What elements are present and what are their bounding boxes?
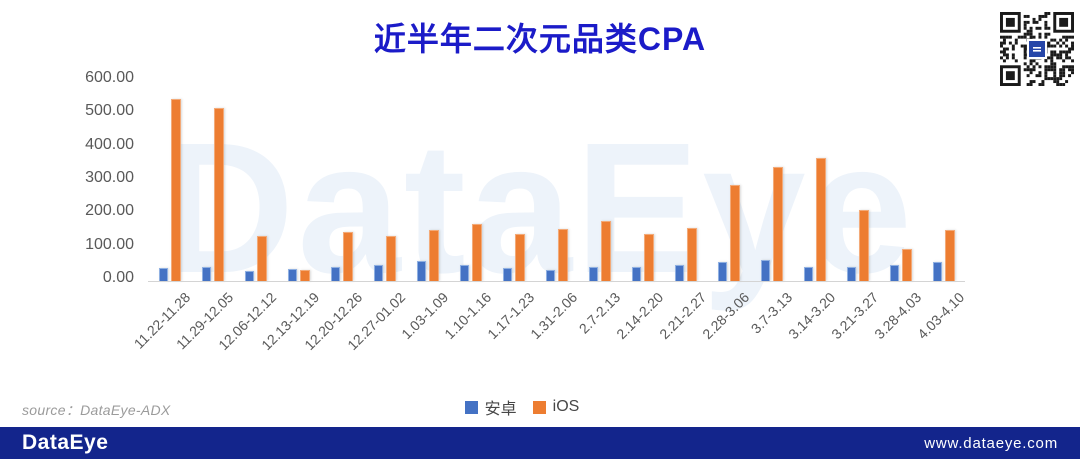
footer-url: www.dataeye.com: [924, 434, 1058, 452]
bar-group: [707, 81, 750, 281]
bar-安卓: [244, 270, 254, 281]
bar-group: [148, 81, 191, 281]
footer: DataEye www.dataeye.com: [0, 427, 1080, 459]
bar-iOS: [815, 158, 826, 281]
bar-安卓: [373, 265, 383, 281]
y-tick-label: 500.00: [85, 102, 134, 120]
legend-item-iOS: iOS: [532, 398, 580, 416]
bar-group: [621, 81, 664, 281]
legend-swatch-icon: [464, 400, 478, 414]
bar-group: [234, 81, 277, 281]
bar-group: [492, 81, 535, 281]
bar-安卓: [330, 266, 340, 281]
bar-安卓: [717, 262, 727, 281]
bar-group: [922, 81, 965, 281]
bar-安卓: [846, 267, 856, 281]
y-tick-label: 300.00: [85, 169, 134, 186]
bar-iOS: [342, 232, 353, 281]
bar-group: [449, 81, 492, 281]
y-tick-label: 0.00: [102, 269, 134, 286]
bar-iOS: [385, 236, 396, 281]
bar-iOS: [471, 224, 482, 281]
source-label: source：DataEye-ADX: [22, 402, 171, 418]
bar-安卓: [889, 264, 899, 281]
bar-group: [664, 81, 707, 281]
bar-安卓: [158, 268, 168, 281]
bar-group: [793, 81, 836, 281]
bar-安卓: [459, 264, 469, 281]
bar-iOS: [729, 185, 740, 281]
bar-安卓: [545, 270, 555, 281]
chart-title: 近半年二次元品类CPA: [373, 21, 707, 57]
bar-group: [277, 81, 320, 281]
legend-swatch-icon: [532, 400, 546, 414]
bar-group: [535, 81, 578, 281]
bar-安卓: [502, 268, 512, 281]
bar-安卓: [201, 266, 211, 281]
bar-iOS: [643, 234, 654, 281]
bar-iOS: [170, 99, 181, 281]
y-tick-label: 200.00: [85, 202, 134, 220]
bar-group: [191, 81, 234, 281]
legend-label: 安卓: [484, 401, 517, 418]
bar-安卓: [674, 264, 684, 281]
bar-安卓: [588, 266, 598, 281]
bar-iOS: [514, 234, 525, 281]
bar-安卓: [760, 260, 770, 281]
plot-area: [148, 81, 965, 282]
dataeye-logo: DataEye: [22, 431, 109, 454]
y-tick-label: 600.00: [85, 69, 134, 86]
bar-安卓: [932, 262, 942, 281]
y-tick-label: 400.00: [85, 135, 134, 153]
bar-iOS: [299, 270, 310, 281]
bar-group: [578, 81, 621, 281]
y-tick-label: 100.00: [85, 235, 134, 253]
bar-group: [320, 81, 363, 281]
bar-group: [836, 81, 879, 281]
bar-iOS: [901, 249, 912, 281]
bar-安卓: [631, 266, 641, 281]
legend: 安卓 iOS: [0, 395, 1062, 419]
bar-group: [363, 81, 406, 281]
bar-iOS: [557, 229, 568, 281]
bar-安卓: [803, 266, 813, 281]
legend-item-安卓: 安卓: [464, 395, 517, 419]
bar-group: [406, 81, 449, 281]
bar-iOS: [428, 230, 439, 281]
bar-iOS: [858, 209, 869, 281]
bar-iOS: [686, 228, 697, 281]
bar-iOS: [772, 167, 783, 281]
bar-iOS: [600, 220, 611, 281]
watermark: DataEye: [160, 105, 916, 312]
bar-group: [879, 81, 922, 281]
bar-安卓: [416, 261, 426, 281]
bar-iOS: [213, 107, 224, 281]
qr-code-icon: [1000, 12, 1074, 86]
bar-iOS: [944, 230, 955, 281]
bar-安卓: [287, 269, 297, 281]
bar-group: [750, 81, 793, 281]
bar-iOS: [256, 236, 267, 281]
legend-label: iOS: [552, 398, 580, 415]
